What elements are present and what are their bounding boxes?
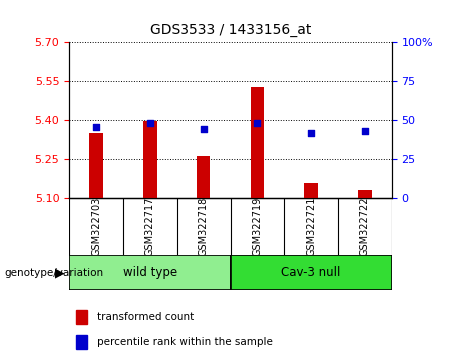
Text: ▶: ▶ — [55, 266, 65, 279]
Bar — [251, 87, 264, 198]
Point — [361, 129, 369, 134]
Bar — [197, 156, 210, 198]
Text: GSM322722: GSM322722 — [360, 197, 370, 256]
Text: GDS3533 / 1433156_at: GDS3533 / 1433156_at — [150, 23, 311, 37]
Point — [92, 124, 100, 130]
Text: GSM322719: GSM322719 — [252, 197, 262, 256]
Text: Cav-3 null: Cav-3 null — [282, 266, 341, 279]
Bar — [304, 183, 318, 198]
Bar — [76, 335, 87, 349]
Text: wild type: wild type — [123, 266, 177, 279]
Text: GSM322703: GSM322703 — [91, 197, 101, 256]
Point — [200, 126, 207, 132]
Bar — [89, 133, 103, 198]
Bar — [358, 190, 372, 198]
Point — [146, 120, 154, 126]
Text: transformed count: transformed count — [97, 312, 194, 322]
Bar — [76, 310, 87, 324]
Text: GSM322721: GSM322721 — [306, 197, 316, 256]
Text: genotype/variation: genotype/variation — [5, 268, 104, 278]
Point — [307, 130, 315, 136]
Point — [254, 121, 261, 126]
Text: percentile rank within the sample: percentile rank within the sample — [97, 337, 273, 347]
Bar — [143, 121, 157, 198]
Bar — [69, 255, 230, 290]
Text: GSM322717: GSM322717 — [145, 197, 155, 256]
Text: GSM322718: GSM322718 — [199, 197, 209, 256]
Bar — [230, 255, 392, 290]
